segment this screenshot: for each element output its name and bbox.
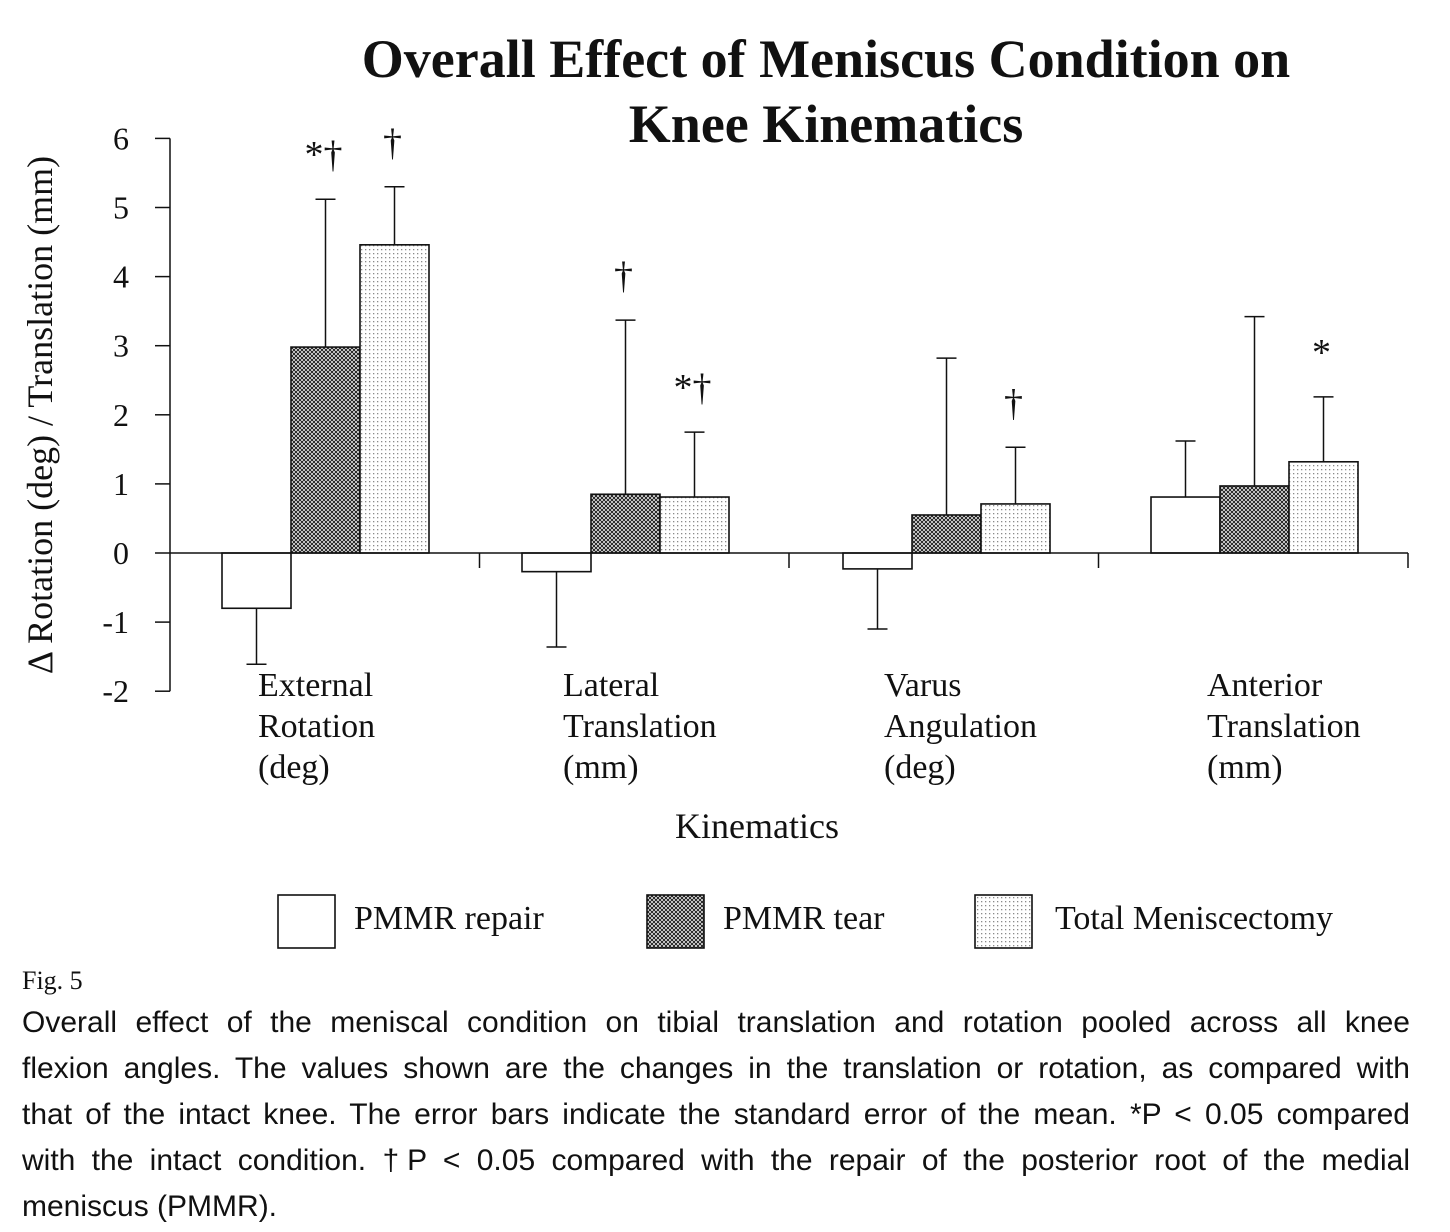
axes-layer: 6 5 4 3 2 1 0 -1 -2	[102, 120, 1409, 709]
bar-pmmr-tear-varus-angulation-deg	[911, 514, 982, 554]
y-tick-label: 3	[113, 328, 129, 364]
error-bar-pmmr-tear-lateral-translation-mm	[615, 319, 636, 495]
legend-item-total-meniscectomy: Total Meniscectomy	[974, 894, 1333, 949]
bar-pmmr-tear-external-rotation-deg	[290, 346, 361, 554]
error-bar-pmmr-repair-external-rotation-deg	[246, 608, 267, 666]
legend-label: Total Meniscectomy	[1055, 900, 1333, 937]
bar-pmmr-tear-anterior-translation-mm	[1219, 485, 1290, 554]
significance-marker: *	[1312, 332, 1331, 374]
x-category-label: External Rotation (deg)	[258, 667, 376, 786]
bar-pmmr-tear-lateral-translation-mm	[590, 493, 661, 554]
x-category-label: Lateral Translation (mm)	[563, 667, 717, 786]
bar-pmmr-repair-external-rotation-deg	[221, 552, 292, 610]
y-tick-label: 0	[113, 535, 129, 571]
y-tick-label: 6	[113, 120, 129, 156]
caption-line: meniscus (PMMR).	[22, 1190, 278, 1223]
caption-line: Overall effect of the meniscal condition…	[22, 1006, 1410, 1039]
significance-marker: *†	[674, 367, 712, 409]
error-bar-pmmr-repair-varus-angulation-deg	[867, 568, 888, 630]
bar-total-meniscectomy-external-rotation-deg	[359, 244, 430, 554]
figure-caption: Overall effect of the meniscal condition…	[22, 1000, 1410, 1230]
legend-item-pmmr-repair: PMMR repair	[277, 894, 545, 949]
bar-total-meniscectomy-lateral-translation-mm	[659, 496, 730, 554]
legend-swatch	[646, 894, 705, 949]
y-tick-label: 2	[113, 397, 129, 433]
legend-swatch	[974, 894, 1033, 949]
legend-item-pmmr-tear: PMMR tear	[646, 894, 885, 949]
significance-markers-layer: *† † † *† † *	[305, 122, 1332, 425]
x-category-label: Anterior Translation (mm)	[1207, 667, 1361, 786]
bar-pmmr-repair-lateral-translation-mm	[521, 552, 592, 573]
y-tick-label: -2	[102, 673, 129, 709]
error-bar-total-meniscectomy-lateral-translation-mm	[684, 431, 705, 498]
x-axis-label: Kinematics	[675, 806, 839, 846]
x-category-label: Varus Angulation (deg)	[884, 667, 1037, 786]
chart-title: Overall Effect of Meniscus Condition on …	[361, 29, 1291, 154]
significance-marker: †	[1004, 382, 1023, 424]
legend-label: PMMR tear	[723, 900, 885, 937]
significance-marker: †	[383, 122, 402, 164]
error-bar-total-meniscectomy-anterior-translation-mm	[1313, 396, 1334, 462]
error-bar-pmmr-repair-anterior-translation-mm	[1175, 440, 1196, 498]
error-bar-total-meniscectomy-varus-angulation-deg	[1005, 446, 1026, 504]
bars-layer	[221, 244, 1359, 610]
error-bar-pmmr-tear-external-rotation-deg	[315, 198, 336, 348]
significance-marker: *†	[305, 134, 343, 176]
caption-line: flexion angles. The values shown are the…	[22, 1052, 1410, 1085]
bar-pmmr-repair-anterior-translation-mm	[1150, 496, 1221, 554]
figure-label: Fig. 5	[22, 966, 83, 995]
significance-marker: †	[614, 255, 633, 297]
error-bar-pmmr-tear-anterior-translation-mm	[1244, 315, 1265, 486]
y-axis-label: Δ Rotation (deg) / Translation (mm)	[20, 156, 60, 674]
legend: PMMR repair PMMR tear Total Meniscectomy	[277, 894, 1333, 949]
bar-total-meniscectomy-varus-angulation-deg	[980, 503, 1051, 554]
bar-pmmr-repair-varus-angulation-deg	[842, 552, 913, 570]
y-tick-label: 1	[113, 466, 129, 502]
y-tick-label: 5	[113, 190, 129, 226]
y-tick-label: 4	[113, 259, 129, 295]
y-tick-label: -1	[102, 604, 129, 640]
legend-swatch	[277, 894, 336, 949]
error-bar-total-meniscectomy-external-rotation-deg	[384, 186, 405, 245]
error-bar-pmmr-tear-varus-angulation-deg	[936, 357, 957, 515]
error-bars-layer	[246, 186, 1334, 666]
error-bar-pmmr-repair-lateral-translation-mm	[546, 571, 567, 648]
caption-line: with the intact condition. †P < 0.05 com…	[22, 1144, 1410, 1177]
bar-chart: 6 5 4 3 2 1 0 -1 -2 *† † † *† † * Δ Rotation (deg) / …	[20, 120, 1409, 949]
caption-line: that of the intact knee. The error bars …	[22, 1098, 1410, 1131]
bar-total-meniscectomy-anterior-translation-mm	[1288, 460, 1359, 554]
legend-label: PMMR repair	[354, 900, 545, 937]
